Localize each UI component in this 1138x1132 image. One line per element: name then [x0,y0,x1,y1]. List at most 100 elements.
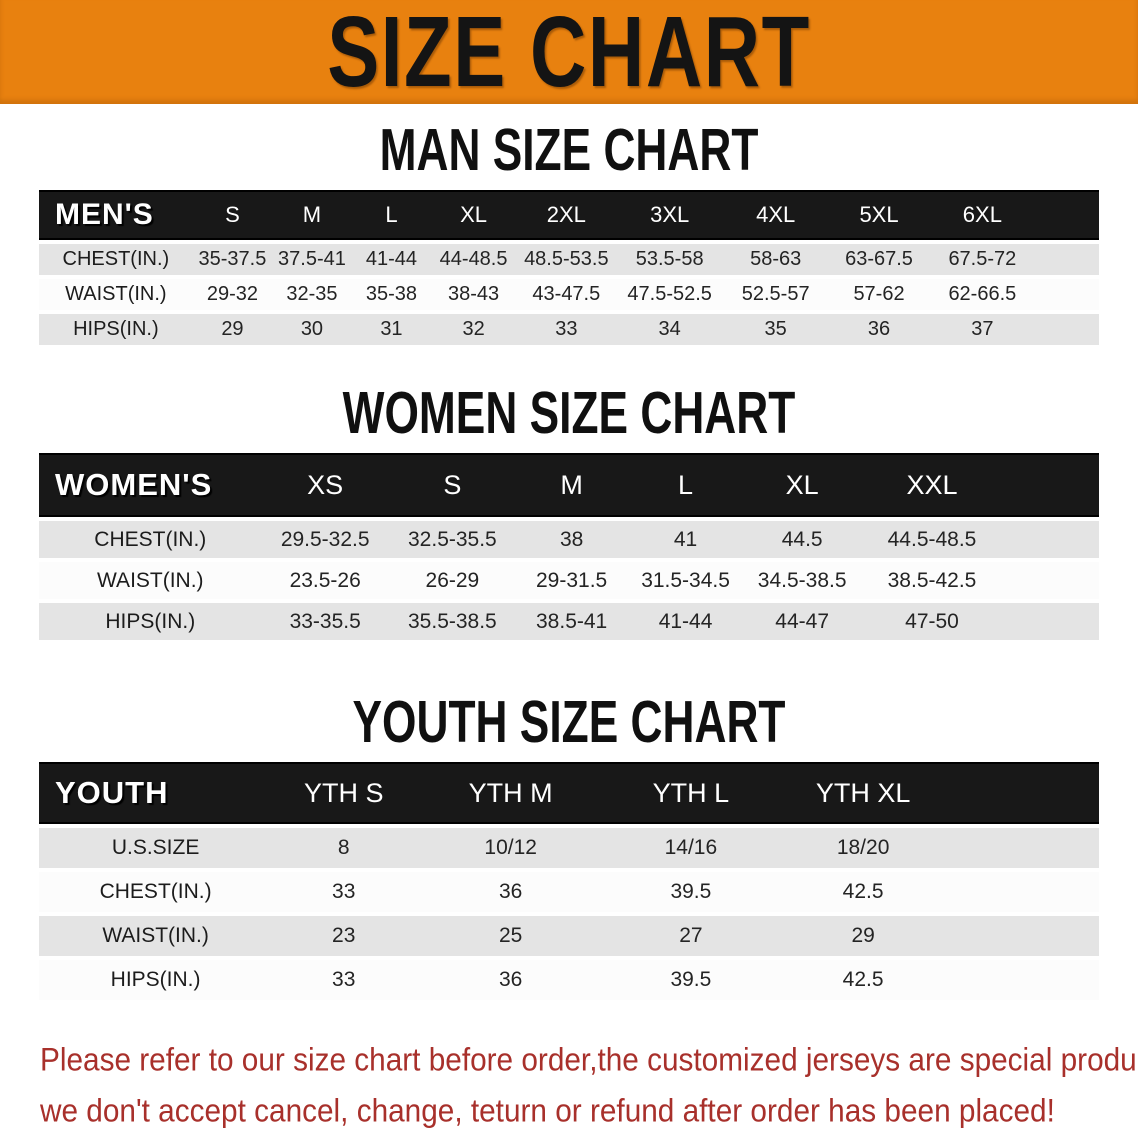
measurement-row-label: WAIST(IN.) [39,916,273,956]
women-section-heading: WOMEN SIZE CHART [0,380,1138,446]
measurement-row: HIPS(IN.) 29 30 31 32 33 34 35 36 37 [39,314,1099,345]
size-value: 8 [272,828,416,868]
row-spacer [950,960,1099,1000]
row-spacer [1035,244,1099,275]
size-column-header: M [515,453,628,517]
size-chart-banner: SIZE CHART [0,0,1138,108]
size-column-header: 6XL [929,190,1036,240]
size-value: 29-32 [192,279,273,310]
size-value: 38.5-41 [515,603,628,640]
size-value: 62-66.5 [929,279,1036,310]
size-value: 42.5 [775,872,951,912]
measurement-row: CHEST(IN.) 33 36 39.5 42.5 [39,872,1099,912]
size-value: 35 [722,314,829,345]
measurement-row-label: WAIST(IN.) [39,279,193,310]
size-value: 33 [272,872,416,912]
size-value: 14/16 [606,828,776,868]
size-value: 38 [515,521,628,558]
size-value: 39.5 [606,960,776,1000]
size-value: 31 [351,314,432,345]
men-size-table: MEN'S S M L XL 2XL 3XL 4XL 5XL 6XL CHEST(IN.) 35-37… [39,186,1099,349]
row-spacer [1035,279,1099,310]
size-value: 52.5-57 [722,279,829,310]
size-value: 29.5-32.5 [261,521,389,558]
table-group-label: MEN'S [39,190,193,240]
size-column-header: L [351,190,432,240]
size-column-header: 3XL [616,190,723,240]
size-value: 36 [828,314,930,345]
youth-size-section: YOUTH SIZE CHART YOUTH YTH S YTH M YTH L YTH… [0,689,1138,1004]
size-column-header: XL [431,190,516,240]
measurement-row-label: HIPS(IN.) [39,960,273,1000]
size-value: 58-63 [722,244,829,275]
size-value: 53.5-58 [616,244,723,275]
size-value: 47.5-52.5 [616,279,723,310]
size-value: 48.5-53.5 [515,244,617,275]
size-value: 31.5-34.5 [627,562,744,599]
size-value: 37.5-41 [272,244,352,275]
size-value: 42.5 [775,960,951,1000]
size-value: 25 [415,916,607,956]
size-column-header: XL [743,453,861,517]
order-notice-line-1: Please refer to our size chart before or… [40,1040,1138,1079]
table-header-row: YOUTH YTH S YTH M YTH L YTH XL [39,762,1099,824]
table-group-label: WOMEN'S [39,453,262,517]
size-value: 10/12 [415,828,607,868]
size-value: 29-31.5 [515,562,628,599]
size-column-header: YTH M [415,762,607,824]
measurement-row: HIPS(IN.) 33 36 39.5 42.5 [39,960,1099,1000]
size-value: 23.5-26 [261,562,389,599]
measurement-row: HIPS(IN.) 33-35.5 35.5-38.5 38.5-41 41-44 44-… [39,603,1099,640]
size-value: 29 [192,314,273,345]
row-spacer [1003,562,1099,599]
measurement-row: WAIST(IN.) 23.5-26 26-29 29-31.5 31.5-34.5 34… [39,562,1099,599]
youth-section-heading-text: YOUTH SIZE CHART [352,689,786,755]
table-header-row: WOMEN'S XS S M L XL XXL [39,453,1099,517]
header-spacer [1003,453,1099,517]
size-value: 34 [616,314,723,345]
measurement-row: WAIST(IN.) 29-32 32-35 35-38 38-43 43-47.5 47.… [39,279,1099,310]
table-header-row: MEN'S S M L XL 2XL 3XL 4XL 5XL 6XL [39,190,1099,240]
measurement-row: CHEST(IN.) 35-37.5 37.5-41 41-44 44-48.5 48.5… [39,244,1099,275]
size-value: 33-35.5 [261,603,389,640]
measurement-row-label: CHEST(IN.) [39,244,193,275]
man-section-heading-text: MAN SIZE CHART [379,117,759,183]
measurement-row-label: HIPS(IN.) [39,314,193,345]
size-value: 30 [272,314,352,345]
size-value: 44-48.5 [431,244,516,275]
women-section-heading-text: WOMEN SIZE CHART [342,380,796,446]
size-value: 44.5-48.5 [860,521,1004,558]
order-notice: Please refer to our size chart before or… [40,1034,1138,1132]
youth-size-table: YOUTH YTH S YTH M YTH L YTH XL U.S.SIZE 8 10/12… [39,758,1099,1004]
size-column-header: S [388,453,516,517]
size-value: 41 [627,521,744,558]
table-group-label: YOUTH [39,762,273,824]
measurement-row: WAIST(IN.) 23 25 27 29 [39,916,1099,956]
size-value: 47-50 [860,603,1004,640]
size-value: 32-35 [272,279,352,310]
size-value: 38.5-42.5 [860,562,1004,599]
size-column-header: YTH S [272,762,416,824]
size-column-header: XS [261,453,389,517]
row-spacer [950,916,1099,956]
row-spacer [1003,521,1099,558]
size-value: 44.5 [743,521,861,558]
measurement-row-label: HIPS(IN.) [39,603,262,640]
size-value: 67.5-72 [929,244,1036,275]
size-value: 36 [415,960,607,1000]
size-value: 35.5-38.5 [388,603,516,640]
size-column-header: YTH L [606,762,776,824]
size-value: 18/20 [775,828,951,868]
size-value: 33 [272,960,416,1000]
size-value: 41-44 [351,244,432,275]
size-value: 39.5 [606,872,776,912]
size-value: 35-38 [351,279,432,310]
size-column-header: 5XL [828,190,930,240]
man-section-heading: MAN SIZE CHART [0,117,1138,183]
size-column-header: 2XL [515,190,617,240]
row-spacer [950,872,1099,912]
size-value: 41-44 [627,603,744,640]
youth-section-heading: YOUTH SIZE CHART [0,689,1138,755]
order-notice-line-2: we don't accept cancel, change, teturn o… [40,1091,1055,1130]
